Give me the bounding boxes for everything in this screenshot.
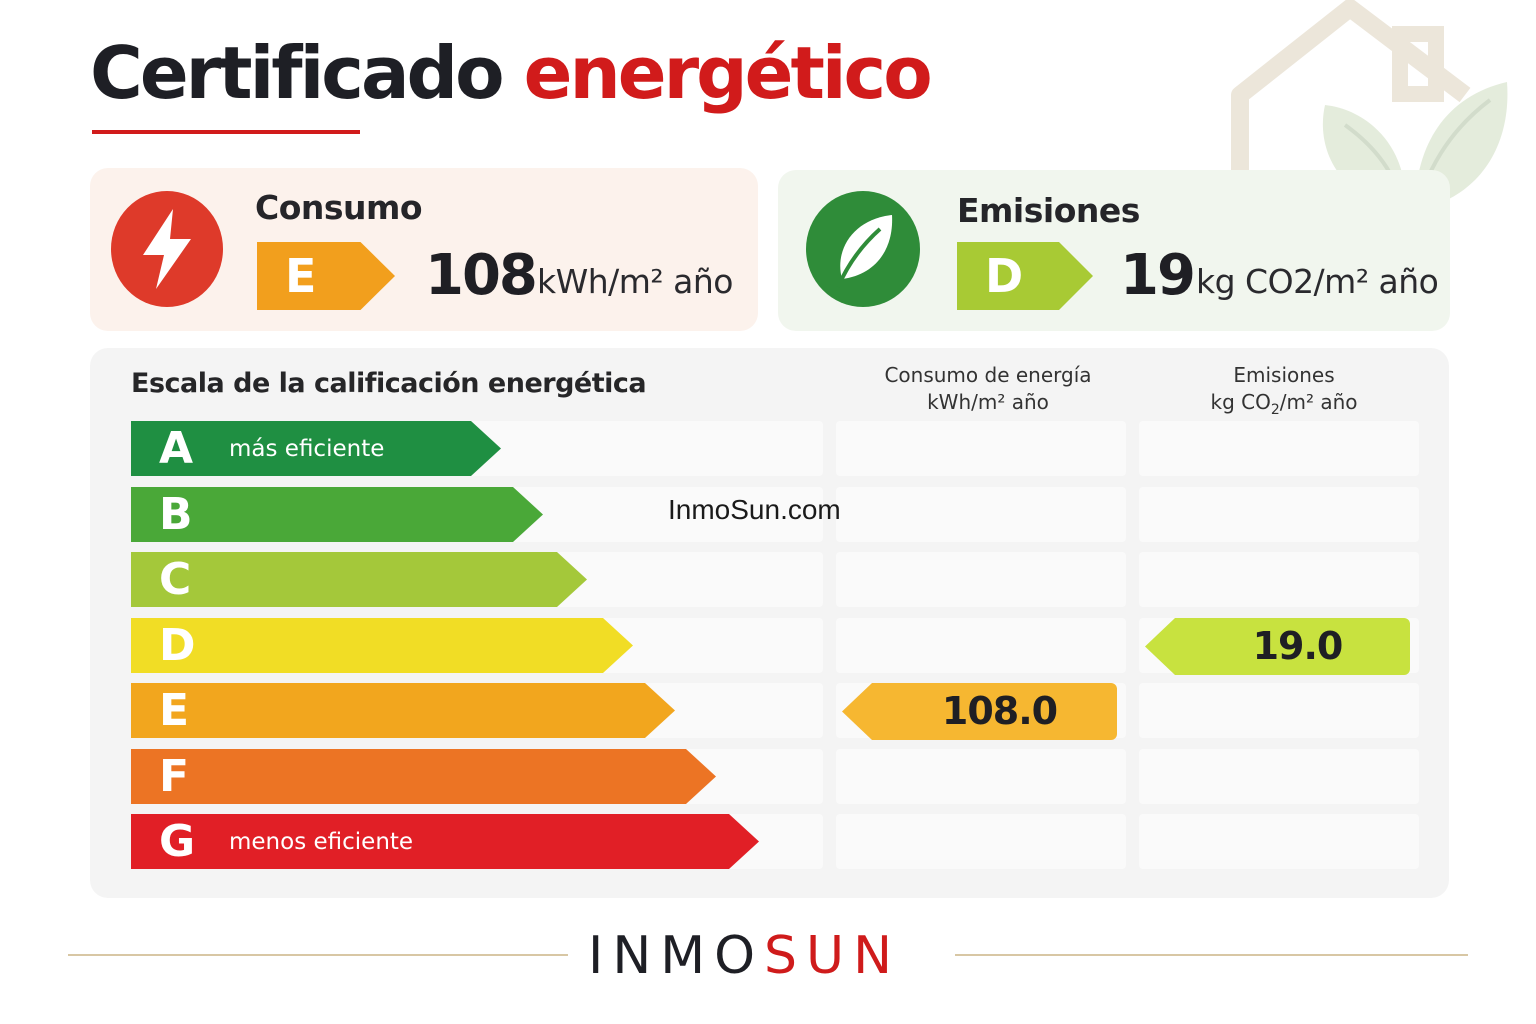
- scale-row-cell: [1139, 487, 1419, 542]
- unit-pre: kg CO: [1210, 390, 1271, 414]
- unit-post: /m² año: [1279, 390, 1358, 414]
- page-title-part2: energético: [523, 31, 933, 115]
- scale-row-cell: [1139, 749, 1419, 804]
- footer-logo-part1: INMO: [588, 926, 765, 986]
- footer-divider-left: [68, 954, 568, 956]
- consumo-label: Consumo: [255, 188, 423, 227]
- column-header-emisiones-line2: kg CO2/m² año: [1138, 389, 1430, 424]
- consumo-marker: 108.0: [842, 683, 1117, 740]
- scale-row-cell: [836, 487, 1126, 542]
- scale-row-cell: [1139, 814, 1419, 869]
- grade-bar-b: B: [131, 487, 543, 542]
- grade-bar-f: F: [131, 749, 716, 804]
- grade-letter: C: [159, 554, 192, 605]
- emisiones-unit: kg CO2/m² año: [1196, 262, 1439, 301]
- consumo-unit: kWh/m² año: [537, 262, 733, 301]
- column-header-consumo-line1: Consumo de energía: [884, 363, 1092, 387]
- scale-row-cell: [836, 814, 1126, 869]
- grade-letter: B: [159, 489, 193, 540]
- grade-bar-c: C: [131, 552, 587, 607]
- scale-row-cell: [1139, 552, 1419, 607]
- grade-letter: A: [159, 423, 194, 474]
- leaf-icon: [806, 191, 920, 307]
- emisiones-label: Emisiones: [957, 191, 1140, 230]
- column-header-emisiones: Emisiones kg CO2/m² año: [1138, 362, 1430, 424]
- consumo-value: 108: [425, 243, 538, 308]
- footer-logo-part2: SUN: [764, 926, 901, 986]
- consumo-grade-badge: E: [257, 242, 395, 310]
- column-header-consumo: Consumo de energía kWh/m² año: [836, 362, 1140, 416]
- grade-bar-d: D: [131, 618, 633, 673]
- scale-row-cell: [836, 421, 1126, 476]
- scale-row-cell: [836, 749, 1126, 804]
- emisiones-marker: 19.0: [1145, 618, 1410, 675]
- grade-bar-e: E: [131, 683, 675, 738]
- footer-divider-right: [955, 954, 1468, 956]
- scale-title: Escala de la calificación energética: [131, 368, 647, 399]
- grade-letter: D: [159, 620, 196, 671]
- grade-letter: E: [159, 685, 190, 736]
- column-header-emisiones-line1: Emisiones: [1233, 363, 1335, 387]
- grade-note: más eficiente: [229, 435, 385, 462]
- leaf-glyph: [836, 215, 893, 288]
- column-header-consumo-line2: kWh/m² año: [927, 390, 1049, 414]
- scale-row-cell: [836, 552, 1126, 607]
- grade-letter: F: [159, 751, 190, 802]
- lightning-glyph: [143, 209, 191, 289]
- title-underline: [92, 130, 360, 134]
- lightning-icon: [111, 191, 223, 307]
- scale-row-cell: [836, 618, 1126, 673]
- page-title-part1: Certificado: [90, 31, 505, 115]
- watermark: InmoSun.com: [668, 494, 841, 525]
- unit-sub: 2: [1270, 402, 1280, 418]
- page-title: Certificado energético: [90, 18, 933, 128]
- grade-letter: G: [159, 816, 196, 867]
- emisiones-value: 19: [1120, 243, 1196, 308]
- scale-row-cell: [1139, 421, 1419, 476]
- scale-row-cell: [1139, 683, 1419, 738]
- footer-logo: INMOSUN: [588, 926, 901, 986]
- grade-note: menos eficiente: [229, 828, 414, 855]
